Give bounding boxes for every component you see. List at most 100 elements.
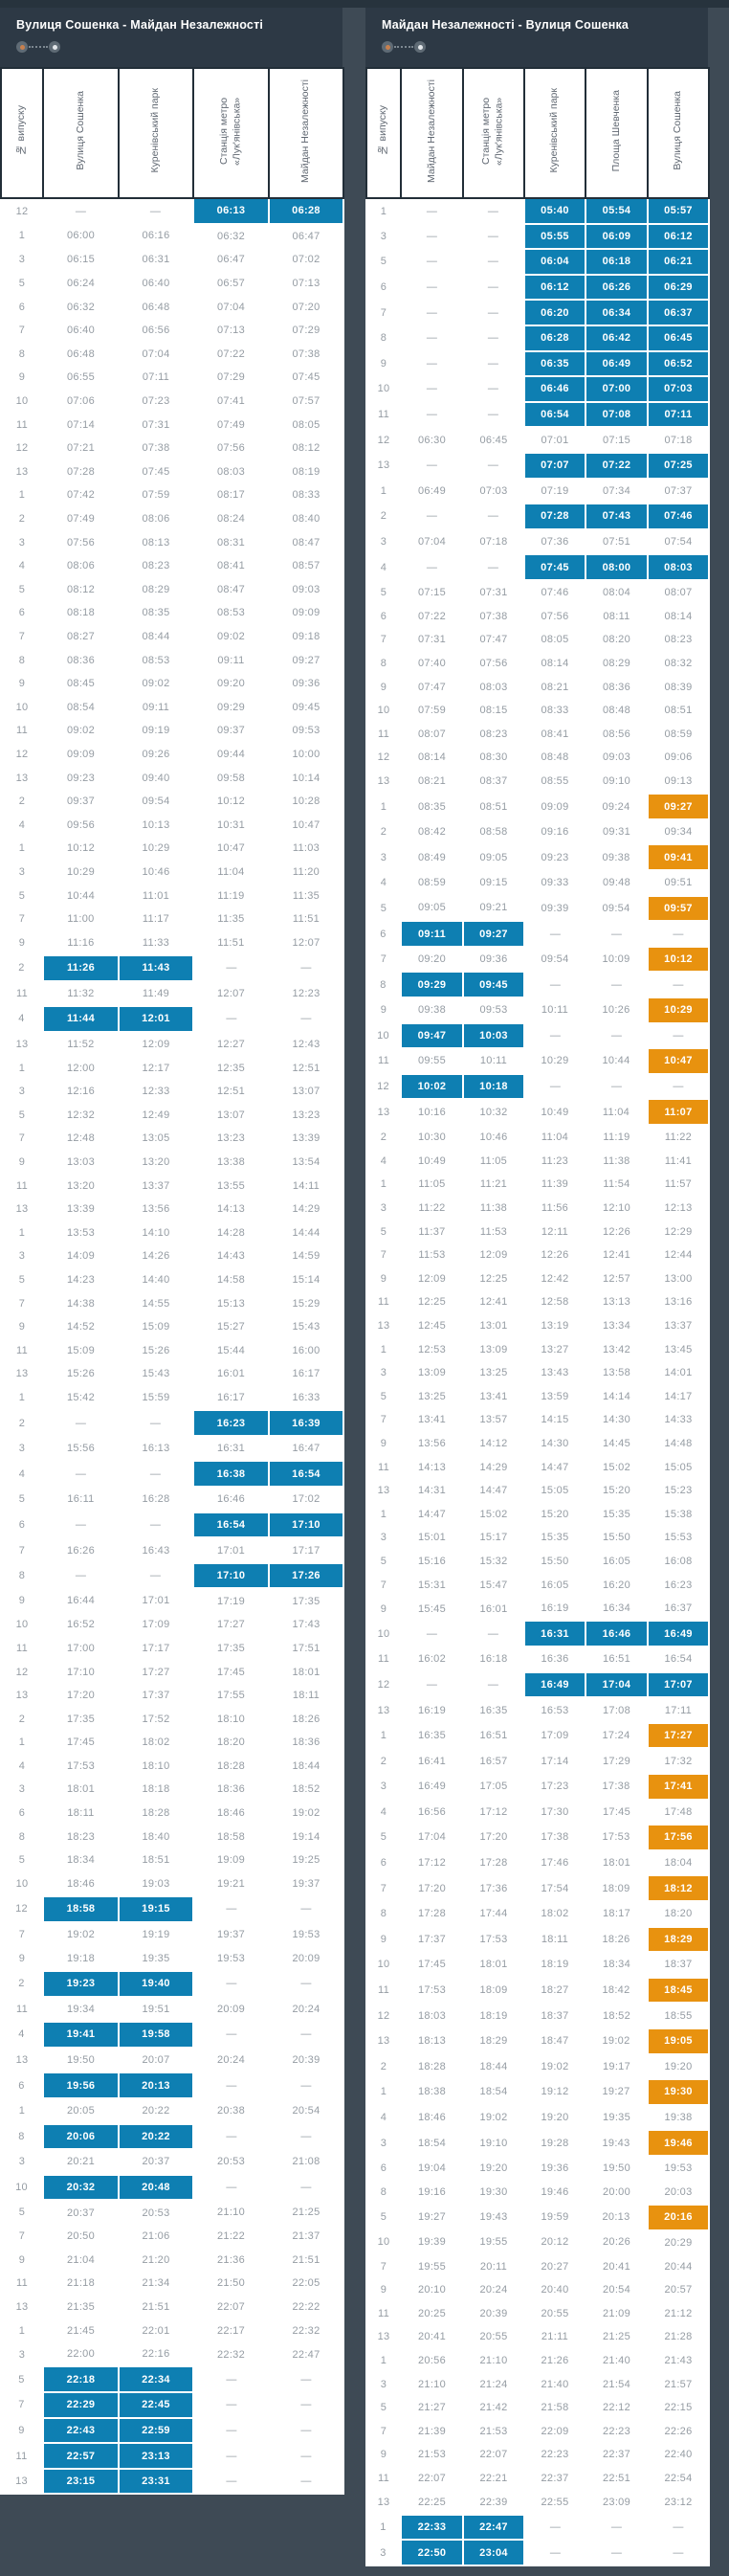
time-cell: 09:57	[647, 894, 710, 923]
time-cell: 15:16	[417, 1555, 447, 1567]
time-cell: 08:36	[66, 654, 96, 666]
time-cell: 22:29	[42, 2391, 120, 2419]
time-cell: 06:47	[292, 230, 320, 242]
direction-toggle[interactable]	[16, 41, 60, 53]
schedule-row: 7 08:27 08:44 09:02 09:18	[1, 625, 343, 649]
time-cell: 09:06	[664, 751, 693, 764]
time-cell: —	[487, 1678, 499, 1691]
schedule-row: 2 17:35 17:52 18:10 18:26	[1, 1707, 343, 1731]
time-cell: 15:29	[292, 1297, 320, 1310]
time-cell: —	[426, 332, 438, 345]
time-cell: 11:52	[67, 1039, 95, 1051]
time-cell: 12:41	[602, 1249, 631, 1262]
trip-number: 9	[18, 1595, 26, 1607]
time-cell: 07:28	[66, 465, 96, 478]
time-cell: 09:27	[647, 793, 710, 820]
trip-number: 11	[15, 1344, 29, 1356]
time-cell: 14:52	[66, 1321, 96, 1333]
trip-number: 5	[18, 889, 26, 902]
slider-start-knob[interactable]	[16, 41, 28, 53]
schedule-table-outbound: № випуску Вулиця Сошенка Куренівський парк…	[0, 67, 344, 2496]
time-cell: 21:06	[142, 2230, 170, 2243]
schedule-row: 7 19:55 20:11 20:27 20:41 20:44	[366, 2254, 709, 2278]
trip-number: 13	[15, 1038, 29, 1050]
trip-number: 9	[380, 1933, 387, 1945]
time-cell: 06:26	[585, 273, 649, 302]
time-cell: 12:48	[66, 1132, 96, 1145]
schedule-row: 10 19:39 19:55 20:12 20:26 20:29	[366, 2230, 709, 2255]
direction-toggle[interactable]	[382, 41, 426, 53]
time-cell: 19:12	[541, 2086, 569, 2098]
schedule-row: 5 10:44 11:01 11:19 11:35	[1, 884, 343, 907]
time-cell: 19:09	[216, 1854, 246, 1867]
time-cell: 16:46	[585, 1620, 649, 1648]
time-cell: 17:00	[66, 1642, 96, 1654]
slider-start-knob[interactable]	[382, 41, 393, 53]
time-cell: 07:45	[523, 553, 586, 581]
time-cell: 16:13	[142, 1443, 170, 1455]
time-cell: 08:19	[292, 465, 320, 478]
time-cell: 07:15	[602, 434, 631, 446]
trip-number: 8	[18, 654, 26, 666]
time-cell: 13:23	[216, 1132, 246, 1145]
trip-number: 1	[18, 1226, 26, 1239]
time-cell: 07:22	[585, 451, 649, 480]
schedule-row: 9 07:47 08:03 08:21 08:36 08:39	[366, 675, 709, 699]
trip-number: 13	[15, 1203, 29, 1216]
time-cell: 11:33	[142, 936, 170, 949]
time-cell: —	[610, 928, 623, 940]
trip-number: 9	[380, 1004, 387, 1017]
schedule-row: 11 11:32 11:49 12:07 12:23	[1, 981, 343, 1007]
schedule-row: 1 16:35 16:51 17:09 17:24 17:27	[366, 1721, 710, 1750]
time-cell: 18:12	[647, 1874, 710, 1902]
trip-number: 13	[377, 775, 390, 788]
time-cell: 10:16	[417, 1107, 447, 1119]
trip-number: 3	[18, 1443, 26, 1455]
time-cell: 18:01	[66, 1783, 96, 1796]
time-cell: 18:11	[67, 1807, 95, 1820]
time-cell: 20:09	[216, 2003, 246, 2015]
schedule-row: 1 10:12 10:29 10:47 11:03	[1, 837, 343, 861]
time-cell: 16:11	[67, 1493, 95, 1506]
time-cell: 07:47	[479, 634, 508, 646]
time-cell: 07:23	[142, 395, 170, 408]
time-cell: —	[487, 332, 499, 345]
trip-number: 1	[380, 1178, 387, 1191]
time-cell: 13:55	[216, 1179, 246, 1192]
schedule-row: 6 06:32 06:48 07:04 07:20	[1, 295, 343, 319]
time-cell: 12:53	[417, 1343, 447, 1355]
time-cell: 19:34	[66, 2003, 96, 2015]
time-cell: 12:51	[292, 1062, 320, 1074]
schedule-row: 11 16:02 16:18 16:36 16:51 16:54	[366, 1646, 709, 1672]
schedule-row: 6 08:18 08:35 08:53 09:09	[1, 601, 343, 625]
trip-number: 2	[380, 1755, 387, 1767]
schedule-row: 11 07:14 07:31 07:49 08:05	[1, 413, 343, 437]
time-cell: 22:07	[479, 2449, 508, 2461]
schedule-row: 9 16:44 17:01 17:19 17:35	[1, 1588, 343, 1613]
schedule-row: 9 13:56 14:12 14:30 14:45 14:48	[366, 1432, 709, 1456]
trip-number: 7	[380, 306, 387, 319]
time-cell: —	[300, 962, 312, 974]
time-cell: 13:56	[142, 1203, 170, 1216]
time-cell: 20:40	[541, 2284, 569, 2296]
time-cell: 14:47	[417, 1508, 447, 1520]
time-cell: 07:01	[541, 434, 569, 446]
schedule-row: 12 09:09 09:26 09:44 10:00	[1, 743, 343, 767]
slider-end-knob[interactable]	[49, 41, 60, 53]
trip-number: 12	[15, 748, 29, 760]
slider-end-knob[interactable]	[414, 41, 426, 53]
time-cell: 21:25	[292, 2206, 320, 2219]
time-cell: 22:22	[292, 2300, 320, 2313]
trip-number: 2	[380, 2060, 387, 2072]
time-cell: —	[673, 2521, 684, 2534]
time-cell: 08:45	[66, 678, 96, 690]
schedule-row: 3 — — 05:55 06:09 06:12	[366, 222, 710, 251]
time-cell: 07:11	[647, 400, 710, 429]
time-cell: 16:01	[479, 1602, 508, 1615]
time-cell: 22:34	[118, 2365, 194, 2394]
time-cell: 06:28	[523, 324, 586, 352]
time-cell: 19:35	[142, 1952, 170, 1964]
schedule-row: 1 20:56 21:10 21:26 21:40 21:43	[366, 2349, 709, 2373]
time-cell: 21:10	[479, 2354, 508, 2366]
schedule-row: 13 10:16 10:32 10:49 11:04 11:07	[366, 1098, 710, 1126]
